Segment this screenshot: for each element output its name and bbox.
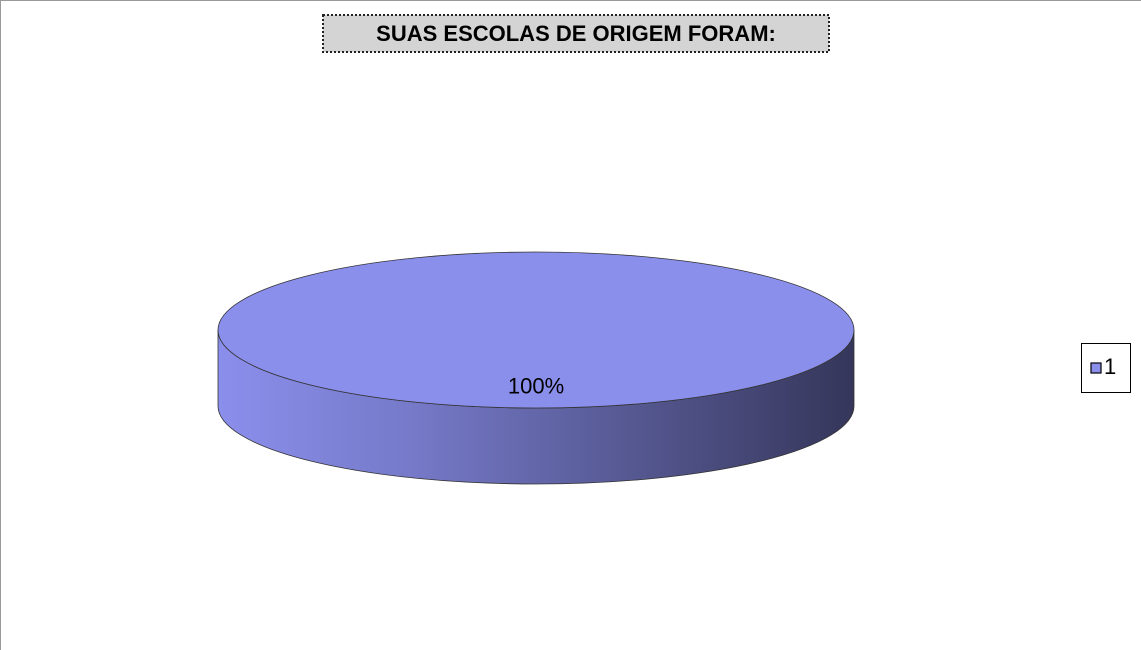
pie: 100% [217,251,855,485]
legend [1081,343,1131,393]
data-label: 100% [508,374,564,399]
legend-label: 1 [1104,354,1116,379]
pie-slice [217,251,855,409]
legend-swatch [1090,362,1102,374]
chart-title: SUAS ESCOLAS DE ORIGEM FORAM: [376,21,776,46]
legend-items: 1 [1090,354,1116,379]
title-box [322,14,830,53]
